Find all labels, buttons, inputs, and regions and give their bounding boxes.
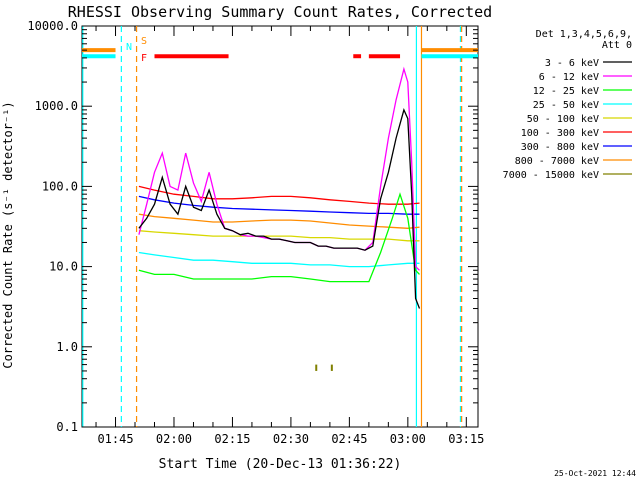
legend-label-8: 7000 - 15000 keV — [503, 170, 599, 181]
y-tick-label-4: 1000.0 — [35, 99, 78, 113]
x-tick-label-3: 02:30 — [273, 432, 309, 446]
x-axis: 01:45 02:00 02:15 02:30 02:45 03:00 03:15 — [95, 26, 484, 446]
legend-header-0: Det 1,3,4,5,6,9, — [536, 29, 632, 40]
flag-label-F: F — [141, 53, 147, 64]
x-tick-label-2: 02:15 — [214, 432, 250, 446]
series-line-1 — [138, 66, 420, 271]
x-tick-label-5: 03:00 — [390, 432, 426, 446]
y-axis-label: Corrected Count Rate (s⁻¹ detector⁻¹) — [1, 101, 15, 368]
legend-label-4: 50 - 100 keV — [527, 114, 599, 125]
flag-label-S: S — [141, 36, 147, 47]
legend-label-7: 800 - 7000 keV — [515, 156, 599, 167]
series-line-0 — [138, 107, 421, 309]
y-tick-label-0: 0.1 — [56, 420, 78, 434]
series-line-4 — [138, 230, 420, 242]
legend-label-2: 12 - 25 keV — [533, 86, 599, 97]
legend-label-1: 6 - 12 keV — [539, 72, 599, 83]
legend-label-3: 25 - 50 keV — [533, 100, 599, 111]
y-axis: 0.1 1.0 10.0 100.0 1000.0 10000.0 — [27, 19, 478, 434]
legend-label-5: 100 - 300 keV — [521, 128, 599, 139]
x-tick-label-6: 03:15 — [448, 432, 484, 446]
legend-header-1: Att 0 — [602, 40, 632, 51]
series-line-3 — [138, 251, 420, 268]
timestamp: 25-Oct-2021 12:44 — [554, 469, 636, 478]
plot-frame — [81, 25, 479, 428]
chart-title: RHESSI Observing Summary Count Rates, Co… — [68, 3, 492, 21]
series-line-2 — [138, 192, 420, 283]
legend-label-0: 3 - 6 keV — [545, 58, 599, 69]
x-tick-label-4: 02:45 — [331, 432, 367, 446]
x-axis-label: Start Time (20-Dec-13 01:36:22) — [159, 457, 402, 472]
y-tick-label-5: 10000.0 — [27, 19, 78, 33]
x-tick-label-0: 01:45 — [97, 432, 133, 446]
legend-label-6: 300 - 800 keV — [521, 142, 599, 153]
x-tick-label-1: 02:00 — [156, 432, 192, 446]
series-line-7 — [138, 213, 420, 229]
plot-area: SNF — [81, 25, 479, 428]
y-tick-label-2: 10.0 — [49, 260, 78, 274]
legend: Det 1,3,4,5,6,9,Att 03 - 6 keV 6 - 12 keV… — [503, 29, 632, 181]
y-tick-label-1: 1.0 — [56, 340, 78, 354]
y-tick-label-3: 100.0 — [42, 179, 78, 193]
flag-label-N: N — [126, 42, 132, 53]
